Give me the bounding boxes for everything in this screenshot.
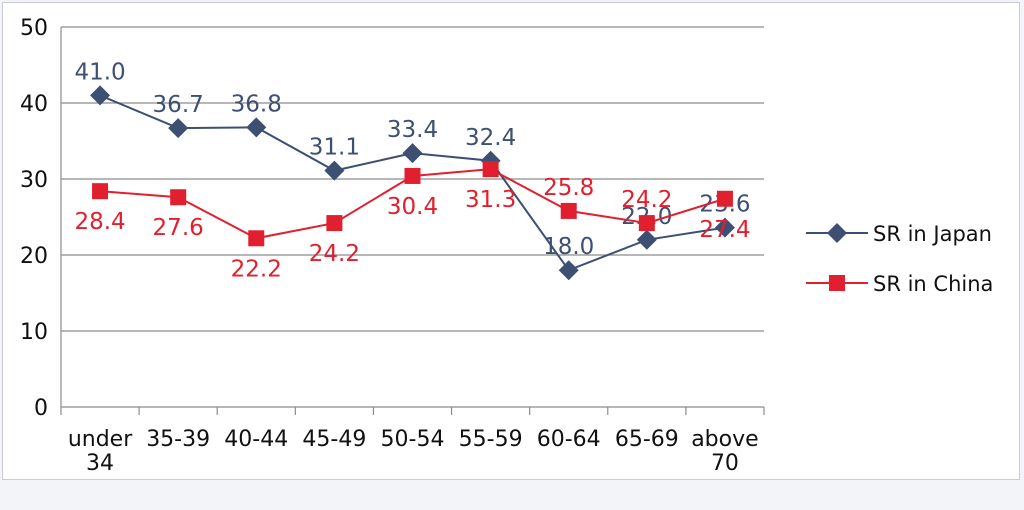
china-data-point bbox=[326, 215, 343, 232]
data-label: 27.4 bbox=[699, 217, 750, 243]
legend-diamond-marker bbox=[827, 223, 847, 243]
data-label: 36.7 bbox=[153, 92, 204, 118]
data-label: 28.4 bbox=[74, 209, 125, 235]
x-tick-label: above 70 bbox=[691, 427, 758, 476]
china-data-point bbox=[248, 230, 265, 247]
japan-data-point bbox=[246, 117, 267, 138]
data-label: 25.8 bbox=[543, 175, 594, 201]
china-data-point bbox=[560, 202, 577, 219]
legend-label: SR in China bbox=[873, 272, 993, 296]
japan-data-point bbox=[324, 160, 345, 181]
x-tick-label: 55-59 bbox=[459, 427, 523, 452]
china-data-point bbox=[482, 161, 499, 178]
china-data-point bbox=[716, 190, 733, 207]
data-label: 27.6 bbox=[153, 215, 204, 241]
data-label: 24.2 bbox=[309, 241, 360, 267]
china-data-point bbox=[92, 183, 109, 200]
x-tick-label: 60-64 bbox=[537, 427, 601, 452]
x-tick-label: 50-54 bbox=[381, 427, 445, 452]
y-tick-label: 0 bbox=[34, 396, 48, 421]
data-label: 30.4 bbox=[387, 194, 438, 220]
y-tick-label: 50 bbox=[20, 16, 48, 41]
data-label: 41.0 bbox=[74, 59, 125, 85]
data-label: 31.3 bbox=[465, 187, 516, 213]
data-label: 24.2 bbox=[621, 187, 672, 213]
x-tick-label: under 34 bbox=[68, 427, 133, 476]
chart-frame bbox=[2, 2, 1020, 480]
y-tick-label: 40 bbox=[20, 92, 48, 117]
data-label: 31.1 bbox=[309, 135, 360, 161]
x-tick-label: 40-44 bbox=[224, 427, 288, 452]
x-tick-label: 45-49 bbox=[302, 427, 366, 452]
japan-data-point bbox=[402, 143, 423, 164]
y-tick-label: 30 bbox=[20, 168, 48, 193]
y-tick-label: 10 bbox=[20, 320, 48, 345]
japan-data-point bbox=[558, 260, 579, 281]
japan-data-point bbox=[90, 85, 111, 106]
china-data-point bbox=[170, 189, 187, 206]
legend-label: SR in Japan bbox=[873, 222, 992, 246]
china-data-point bbox=[638, 215, 655, 232]
data-label: 18.0 bbox=[543, 234, 594, 260]
data-label: 33.4 bbox=[387, 117, 438, 143]
china-data-point bbox=[404, 167, 421, 184]
x-tick-label: 35-39 bbox=[146, 427, 210, 452]
x-tick-label: 65-69 bbox=[615, 427, 679, 452]
data-label: 36.8 bbox=[231, 91, 282, 117]
data-label: 22.2 bbox=[231, 256, 282, 282]
japan-data-point bbox=[636, 229, 657, 250]
japan-data-point bbox=[168, 118, 189, 139]
data-label: 32.4 bbox=[465, 125, 516, 151]
japan-data-point bbox=[714, 217, 735, 238]
legend-square-marker bbox=[829, 275, 845, 291]
y-tick-label: 20 bbox=[20, 244, 48, 269]
